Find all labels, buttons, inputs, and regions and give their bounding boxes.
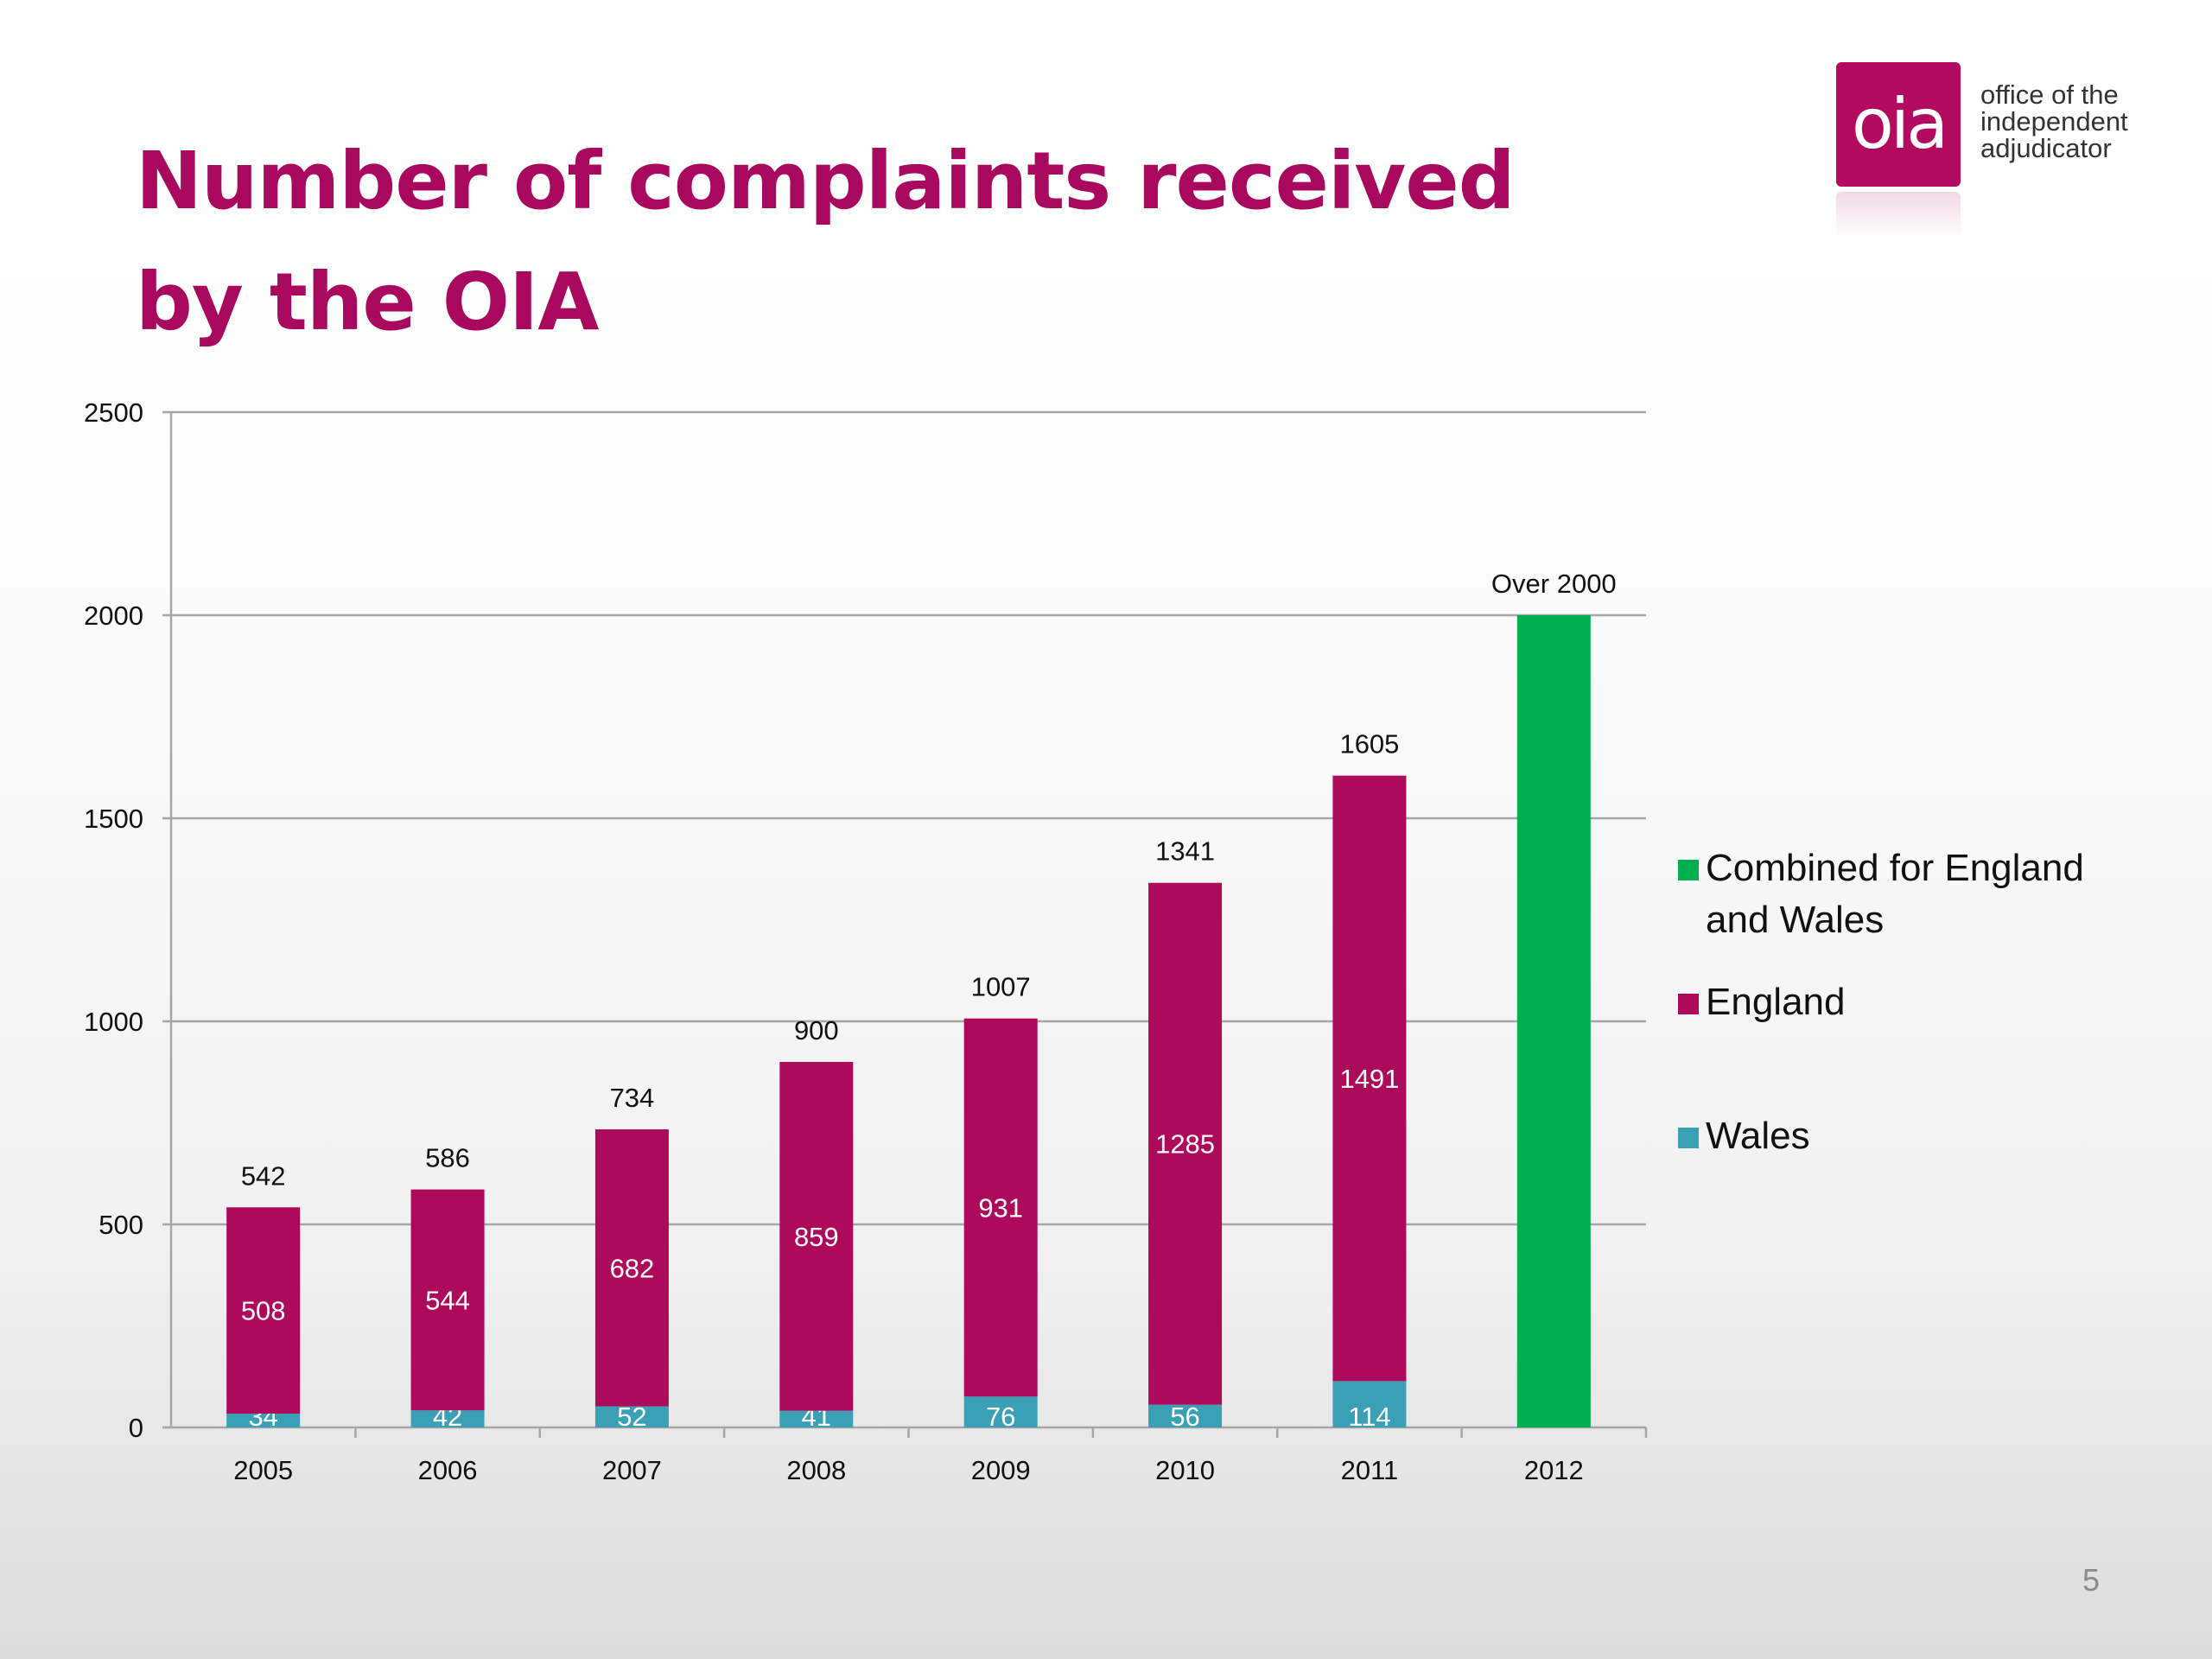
data-label-wales: 76: [986, 1402, 1015, 1432]
data-label-england: 1491: [1339, 1064, 1399, 1094]
bar-wales: [1148, 1404, 1223, 1427]
y-tick-label: 2500: [84, 397, 143, 428]
total-label: 1341: [1155, 836, 1215, 867]
page-number: 5: [2082, 1562, 2100, 1598]
total-label: 734: [610, 1083, 655, 1113]
x-tick-label: 2006: [418, 1455, 478, 1485]
total-label: 542: [241, 1160, 286, 1191]
logo-text-line: office of the: [1980, 79, 2119, 110]
data-label-england: 508: [241, 1296, 286, 1326]
logo-reflection: [1836, 192, 1961, 291]
oia-logo-mark: oia: [1836, 62, 1961, 187]
total-label: 900: [794, 1015, 839, 1046]
logo-text-line: independent: [1980, 106, 2128, 137]
total-label: Over 2000: [1491, 569, 1617, 599]
bar-england: [1148, 882, 1223, 1405]
logo-text-line: adjudicator: [1980, 133, 2112, 163]
legend-label: Wales: [1706, 1115, 1810, 1157]
chart-legend: Combined for England and Wales England Wal…: [1676, 842, 2195, 1244]
total-label: 1007: [971, 972, 1031, 1002]
bar-wales: [1332, 1381, 1407, 1427]
legend-label: Combined for England and Wales: [1706, 847, 2084, 941]
bar-england: [226, 1207, 301, 1414]
y-tick-label: 500: [99, 1210, 143, 1240]
x-tick-label: 2005: [233, 1455, 293, 1485]
bar-england: [779, 1062, 854, 1411]
bar-england: [410, 1189, 485, 1411]
x-tick-label: 2008: [786, 1455, 846, 1485]
y-tick-label: 0: [129, 1413, 143, 1443]
data-label-england: 859: [794, 1222, 839, 1252]
total-label: 1605: [1339, 729, 1399, 760]
legend-swatch: [1678, 994, 1699, 1014]
total-label: 586: [425, 1143, 470, 1173]
page-title: Number of complaints received by the OIA: [136, 135, 1516, 348]
data-label-england: 931: [978, 1192, 1023, 1223]
x-tick-label: 2009: [971, 1455, 1031, 1485]
data-label-wales: 52: [617, 1402, 646, 1432]
oia-logo-text: office of the independent adjudicator: [1980, 81, 2171, 162]
bar-wales: [410, 1410, 485, 1427]
data-label-wales: 114: [1348, 1402, 1390, 1432]
bar-combined-for-england-and-wales: [1516, 615, 1591, 1427]
x-tick-label: 2011: [1341, 1455, 1399, 1485]
legend-item: Combined for England and Wales: [1676, 842, 2195, 946]
y-tick-label: 2000: [84, 601, 143, 631]
y-tick-label: 1000: [84, 1007, 143, 1037]
legend-item: Wales: [1676, 1110, 2195, 1162]
bar-england: [594, 1129, 669, 1407]
bar-wales: [779, 1410, 854, 1427]
legend-swatch: [1678, 860, 1699, 880]
bar-wales: [963, 1396, 1038, 1427]
data-label-wales: 56: [1170, 1402, 1199, 1432]
bar-wales: [226, 1414, 301, 1427]
x-tick-label: 2010: [1155, 1455, 1215, 1485]
bar-england: [963, 1018, 1038, 1397]
data-label-england: 682: [610, 1253, 655, 1283]
legend-label: England: [1706, 981, 1846, 1023]
legend-swatch: [1678, 1128, 1699, 1148]
bar-wales: [594, 1406, 669, 1427]
oia-logo: oia office of the independent adjudicato…: [1836, 62, 2147, 291]
legend-item: England: [1676, 976, 2195, 1028]
x-tick-label: 2012: [1524, 1455, 1584, 1485]
data-label-england: 1285: [1155, 1129, 1215, 1160]
y-tick-label: 1500: [84, 804, 143, 834]
data-label-england: 544: [425, 1285, 470, 1315]
x-tick-label: 2007: [602, 1455, 662, 1485]
bar-england: [1332, 775, 1407, 1382]
